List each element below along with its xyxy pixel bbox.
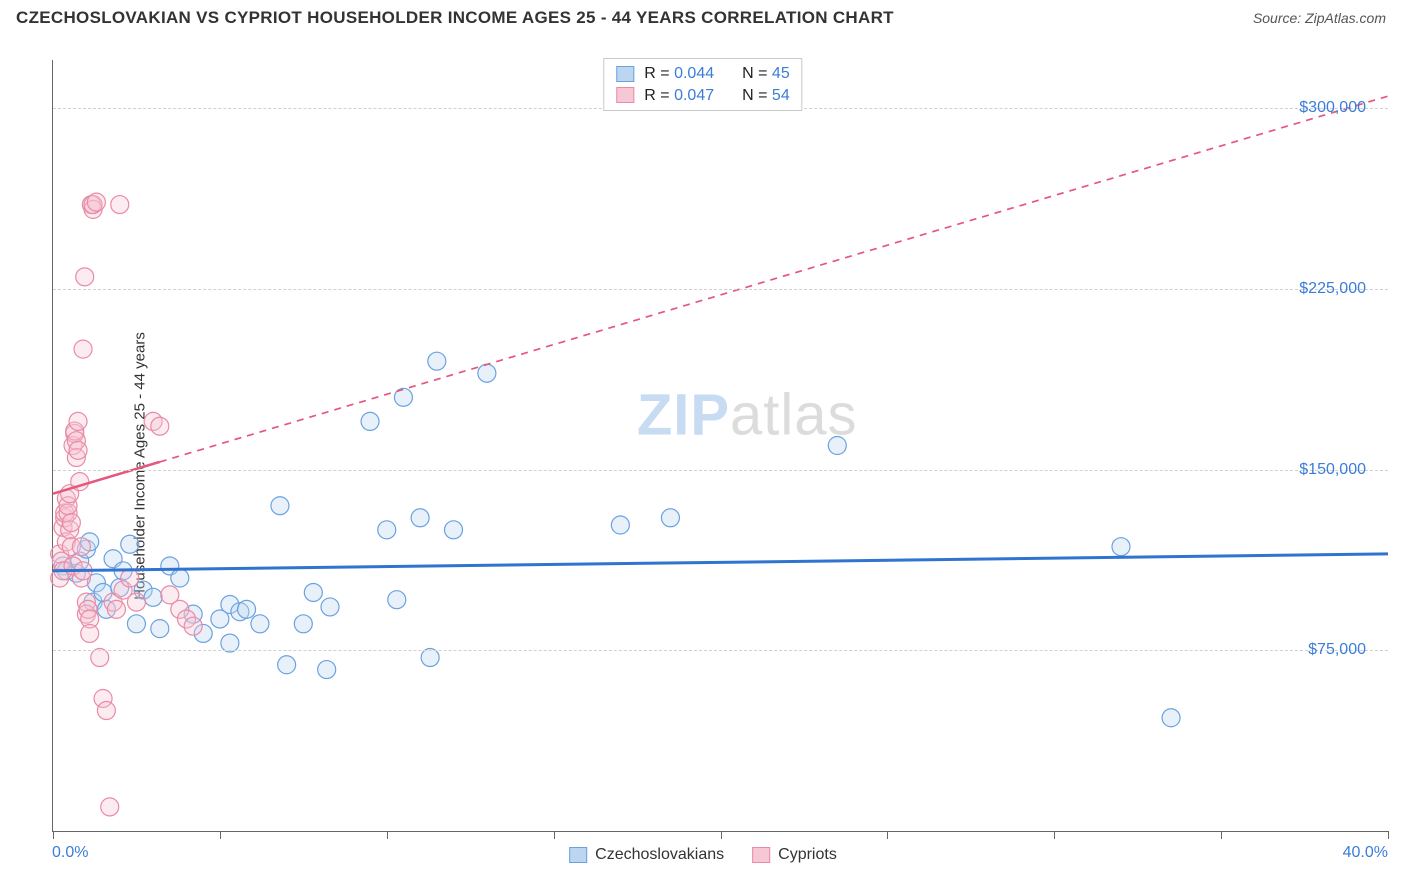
y-tick-label: $150,000	[1299, 461, 1366, 479]
gridline-h	[53, 650, 1388, 651]
chart-container: Householder Income Ages 25 - 44 years ZI…	[0, 40, 1406, 892]
data-point	[184, 617, 202, 635]
x-tick	[1054, 831, 1055, 839]
data-point	[144, 588, 162, 606]
y-tick-label: $225,000	[1299, 280, 1366, 298]
data-point	[151, 417, 169, 435]
data-point	[388, 591, 406, 609]
data-point	[278, 656, 296, 674]
data-point	[74, 340, 92, 358]
x-tick	[554, 831, 555, 839]
legend-item-1: Cypriots	[752, 846, 837, 864]
data-point	[478, 364, 496, 382]
legend-item-0: Czechoslovakians	[569, 846, 724, 864]
data-point	[661, 509, 679, 527]
data-point	[81, 624, 99, 642]
data-point	[318, 661, 336, 679]
data-point	[151, 620, 169, 638]
data-point	[428, 352, 446, 370]
data-point	[171, 569, 189, 587]
legend-swatch-0	[569, 847, 587, 863]
trend-line	[53, 554, 1388, 571]
data-point	[1162, 709, 1180, 727]
data-point	[361, 412, 379, 430]
data-point	[69, 412, 87, 430]
data-point	[238, 600, 256, 618]
stats-r-label-0: R =	[644, 65, 674, 82]
x-tick	[220, 831, 221, 839]
data-point	[411, 509, 429, 527]
legend-label-1: Cypriots	[778, 846, 837, 864]
data-point	[87, 193, 105, 211]
stats-box: R = 0.044 N = 45 R = 0.047 N = 54	[603, 58, 802, 111]
y-tick-label: $75,000	[1308, 641, 1366, 659]
data-point	[97, 702, 115, 720]
data-point	[127, 615, 145, 633]
x-tick	[887, 831, 888, 839]
data-point	[828, 437, 846, 455]
chart-title: CZECHOSLOVAKIAN VS CYPRIOT HOUSEHOLDER I…	[16, 8, 894, 28]
data-point	[62, 514, 80, 532]
stats-swatch-0	[616, 66, 634, 82]
data-point	[611, 516, 629, 534]
data-point	[121, 535, 139, 553]
stats-n-0: 45	[772, 65, 790, 82]
stats-n-label-1: N =	[742, 87, 772, 104]
y-tick-label: $300,000	[1299, 99, 1366, 117]
legend: Czechoslovakians Cypriots	[569, 846, 837, 864]
stats-swatch-1	[616, 87, 634, 103]
x-tick	[387, 831, 388, 839]
data-point	[304, 583, 322, 601]
plot-area: ZIPatlas $75,000$150,000$225,000$300,000	[52, 60, 1388, 832]
data-point	[101, 798, 119, 816]
stats-row-0: R = 0.044 N = 45	[616, 63, 789, 85]
plot-svg	[53, 60, 1388, 831]
stats-r-label-1: R =	[644, 87, 674, 104]
trend-line	[160, 96, 1388, 462]
data-point	[76, 268, 94, 286]
gridline-h	[53, 470, 1388, 471]
data-point	[294, 615, 312, 633]
legend-swatch-1	[752, 847, 770, 863]
data-point	[127, 593, 145, 611]
stats-n-1: 54	[772, 87, 790, 104]
data-point	[321, 598, 339, 616]
data-point	[1112, 538, 1130, 556]
x-tick	[1221, 831, 1222, 839]
stats-n-label-0: N =	[742, 65, 772, 82]
x-axis-max: 40.0%	[1343, 844, 1388, 862]
data-point	[69, 441, 87, 459]
x-tick	[1388, 831, 1389, 839]
stats-row-1: R = 0.047 N = 54	[616, 85, 789, 107]
x-tick	[721, 831, 722, 839]
data-point	[111, 196, 129, 214]
legend-label-0: Czechoslovakians	[595, 846, 724, 864]
gridline-h	[53, 289, 1388, 290]
x-tick	[53, 831, 54, 839]
data-point	[72, 538, 90, 556]
data-point	[271, 497, 289, 515]
trend-line	[53, 462, 160, 494]
x-axis-min: 0.0%	[52, 844, 88, 862]
data-point	[121, 569, 139, 587]
data-point	[378, 521, 396, 539]
data-point	[445, 521, 463, 539]
stats-r-1: 0.047	[674, 87, 714, 104]
source-label: Source: ZipAtlas.com	[1253, 10, 1386, 26]
data-point	[107, 600, 125, 618]
data-point	[251, 615, 269, 633]
stats-r-0: 0.044	[674, 65, 714, 82]
